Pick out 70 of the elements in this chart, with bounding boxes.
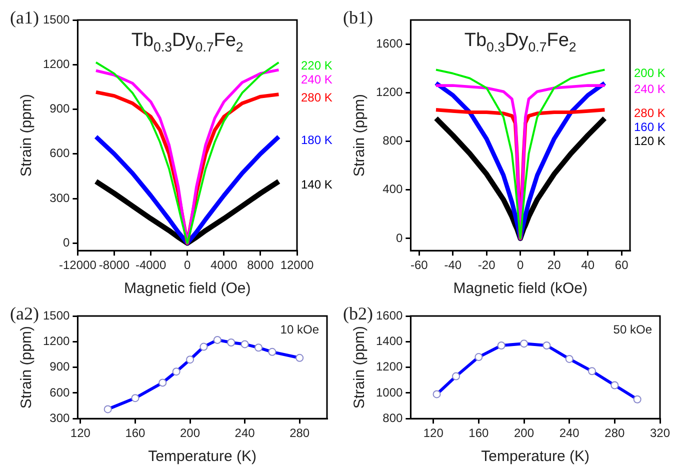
y-tick-label: 1000: [376, 385, 404, 400]
x-tick-label: 280: [290, 426, 310, 440]
y-tick-label: 0: [63, 235, 70, 250]
x-tick-label: 280: [604, 426, 626, 440]
x-tick-label: 200: [514, 426, 534, 440]
x-tick-label: 240: [234, 426, 256, 440]
y-tick-label: 1400: [376, 334, 404, 348]
y-tick-label: 300: [50, 410, 70, 425]
x-tick-label: 12000: [280, 258, 314, 272]
y-tick-label: 0: [396, 230, 404, 245]
x-tick-label: 0: [517, 258, 524, 272]
y-tick-label: 1200: [376, 360, 404, 374]
y-tick-label: 400: [382, 182, 404, 196]
text: 120 K: [634, 134, 666, 148]
x-tick-label: 200: [180, 426, 200, 440]
annotation: 50 kOe: [613, 322, 652, 336]
x-axis-title: Temperature (K): [148, 448, 257, 466]
y-tick-label: 1500: [42, 308, 70, 322]
text: (a1): [10, 8, 39, 28]
y-tick-label: 800: [382, 410, 404, 425]
x-tick-label: 120: [423, 426, 444, 440]
x-tick-label: -20: [478, 258, 496, 272]
y-tick-label: 900: [50, 360, 70, 374]
x-axis-title: Temperature (K): [481, 448, 590, 466]
series-label: 280 K: [301, 90, 332, 105]
x-tick-label: -40: [444, 258, 462, 272]
x-tick-label: -60: [410, 258, 428, 272]
y-tick-label: 1600: [376, 36, 404, 51]
y-axis-title: Strain (ppm): [351, 326, 368, 409]
x-tick-label: -8000: [98, 258, 130, 272]
text: 200 K: [634, 66, 666, 80]
x-tick-label: -12000: [59, 258, 97, 272]
y-tick-label: 1200: [42, 56, 70, 71]
x-tick-label: 60: [614, 258, 629, 272]
text: 280 K: [634, 106, 666, 120]
y-axis-title: Strain (ppm): [351, 94, 368, 177]
y-tick-label: 1600: [376, 308, 404, 322]
series-label: 240 K: [301, 72, 332, 87]
x-tick-label: 20: [547, 258, 562, 272]
text: 160 K: [634, 120, 666, 134]
y-tick-label: 1200: [42, 334, 70, 348]
x-tick-label: 120: [70, 426, 91, 440]
text: (b1): [343, 8, 373, 28]
x-tick-label: 4000: [210, 258, 238, 272]
y-axis-title: Strain (ppm): [18, 326, 36, 409]
x-tick-label: -4000: [135, 258, 166, 272]
x-tick-label: 160: [125, 426, 146, 440]
x-tick-label: 320: [650, 426, 670, 440]
text: (b2): [343, 304, 373, 324]
y-tick-label: 600: [50, 385, 70, 400]
x-tick-label: 240: [559, 426, 580, 440]
annotation: 10 kOe: [280, 322, 320, 336]
series-label: 180 K: [301, 133, 332, 148]
y-tick-label: 600: [50, 146, 70, 160]
series-label: 220 K: [301, 58, 332, 73]
x-tick-label: 160: [468, 426, 490, 440]
y-tick-label: 900: [50, 102, 70, 116]
y-tick-label: 300: [50, 190, 70, 205]
x-tick-label: 8000: [247, 258, 274, 272]
text: 240 K: [634, 82, 666, 96]
y-tick-label: 800: [382, 134, 404, 148]
series-label: 140 K: [301, 178, 332, 192]
text: (a2): [10, 304, 39, 324]
y-axis-title: Strain (ppm): [18, 94, 36, 177]
x-axis-title: Magnetic field (kOe): [453, 280, 588, 298]
y-tick-label: 1500: [42, 12, 70, 26]
x-tick-label: 0: [184, 258, 192, 272]
x-axis-title: Magnetic field (Oe): [124, 280, 251, 298]
y-tick-label: 1200: [376, 85, 404, 100]
x-tick-label: 40: [581, 258, 595, 272]
